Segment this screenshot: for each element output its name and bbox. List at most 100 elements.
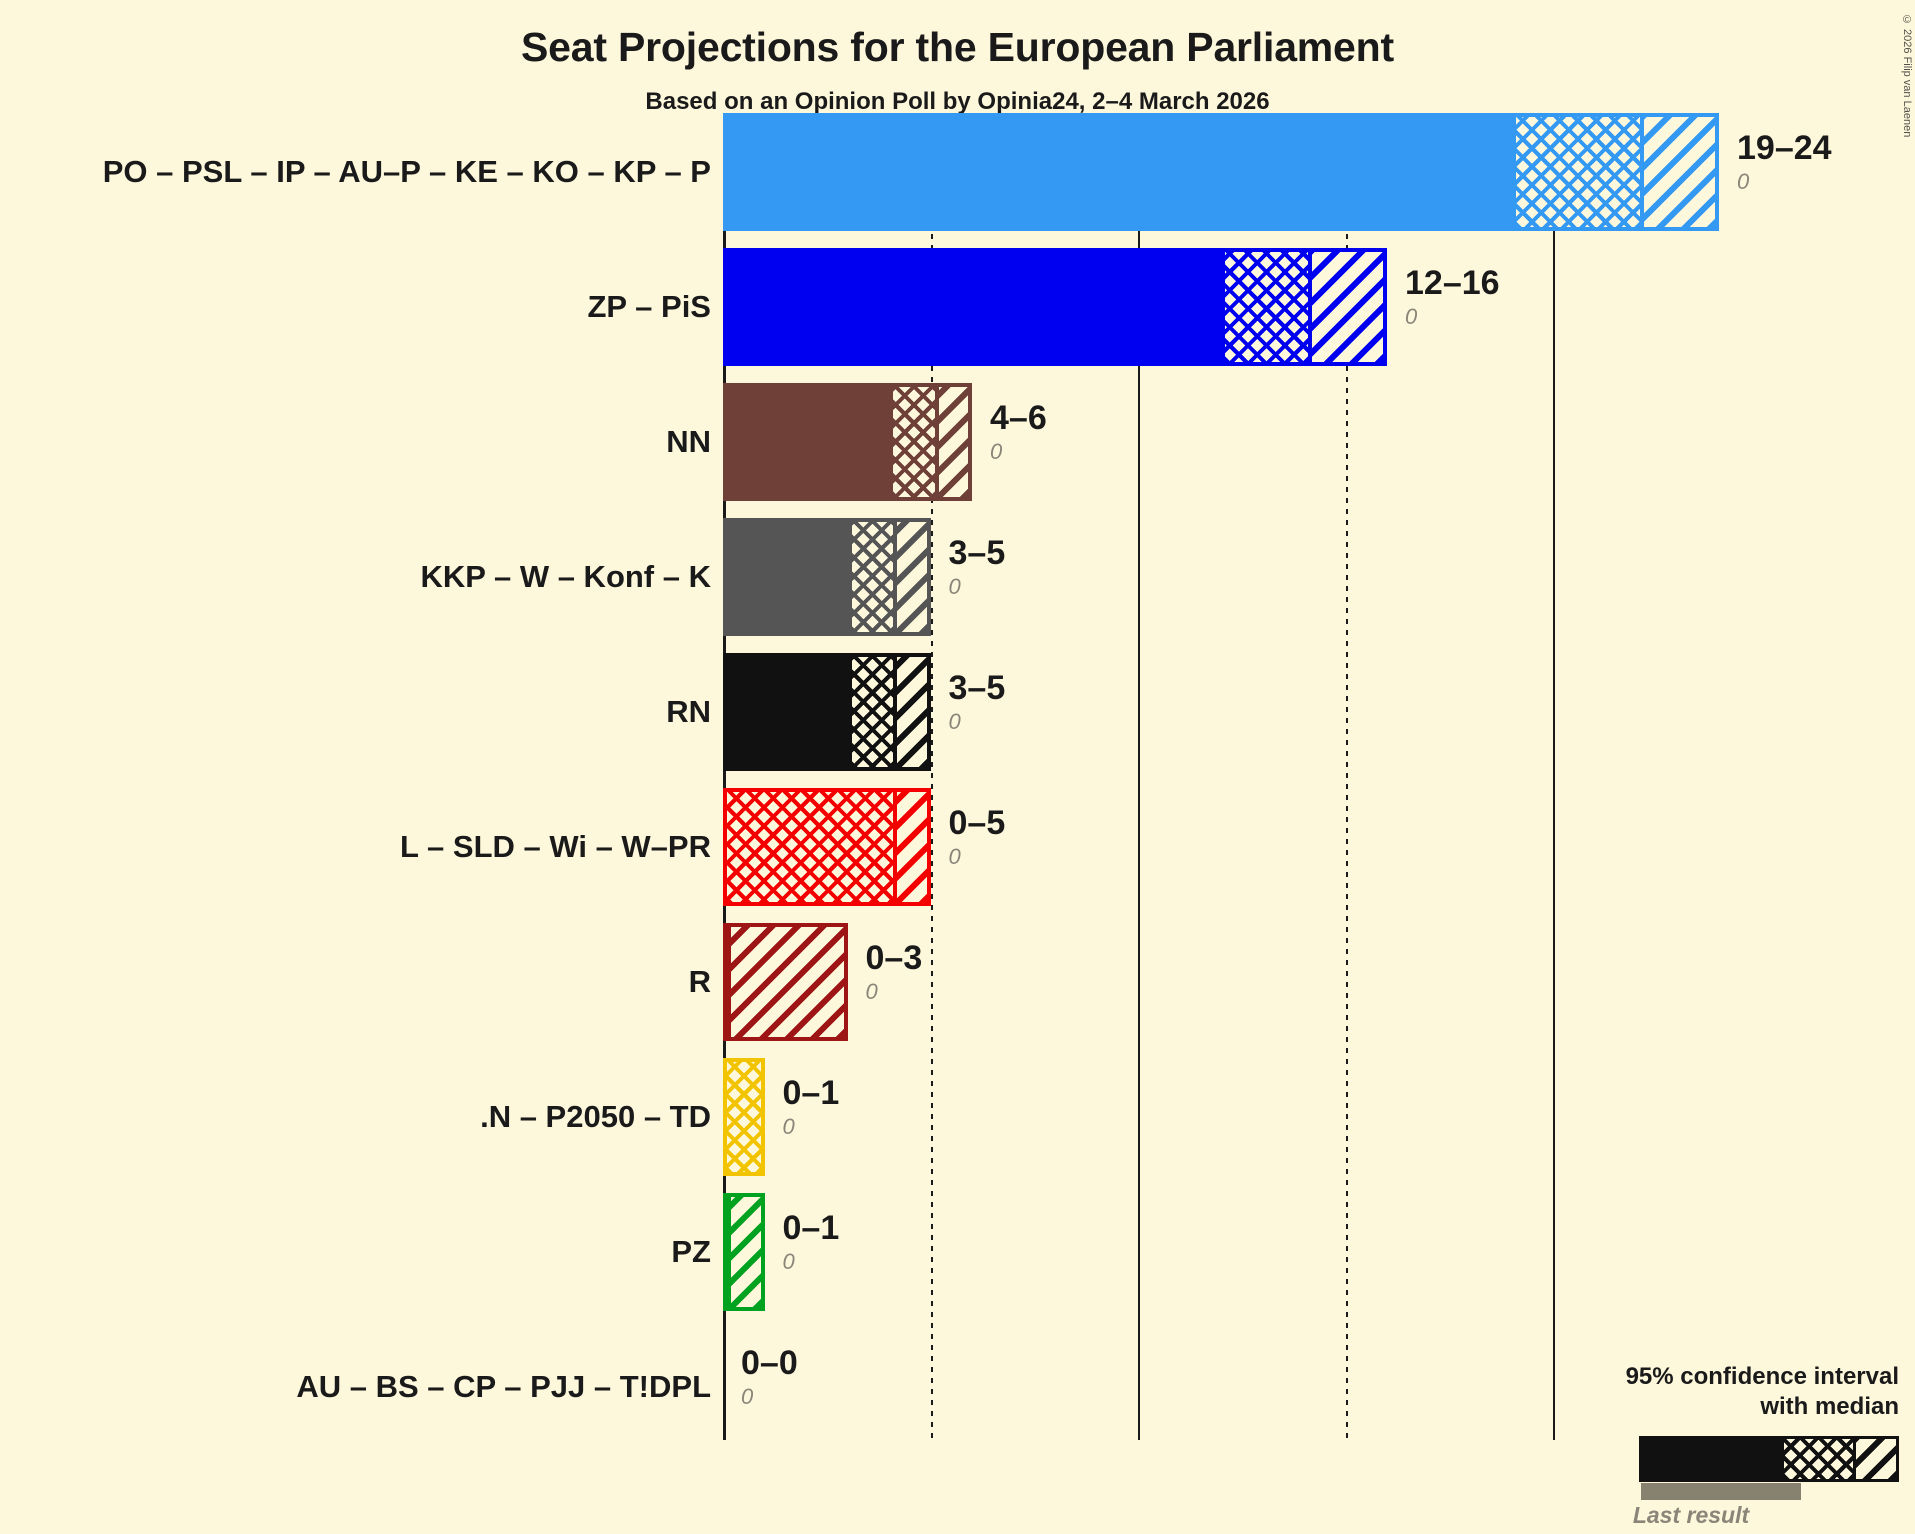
category-label: .N – P2050 – TD: [480, 1099, 711, 1134]
bar-segment-crosshatch: [1515, 117, 1640, 227]
bar-segment-hatch: [893, 792, 927, 902]
bar-segment-crosshatch: [1225, 252, 1308, 362]
seat-range-label: 0–1 0: [783, 1076, 840, 1138]
seat-range-text: 0–5: [948, 804, 1006, 842]
legend-segment-solid: [1642, 1439, 1785, 1479]
seat-range-text: 0–1: [782, 1209, 840, 1247]
legend-segment-crosshatch: [1784, 1439, 1853, 1479]
bar-segment-solid: [727, 657, 852, 767]
bar-row: 12–16 0: [723, 248, 1915, 366]
bar-row: 0–1 0: [723, 1058, 1915, 1176]
last-result-value: 0: [782, 1249, 795, 1274]
gridline-5: [930, 113, 933, 1440]
confidence-interval-bar: [723, 518, 931, 636]
seat-range-text: 4–6: [990, 399, 1047, 437]
seat-range-label: 4–6 0: [990, 401, 1047, 463]
last-result-value: 0: [782, 1114, 795, 1139]
legend-title: 95% confidence interval with median: [1579, 1362, 1899, 1422]
confidence-interval-bar: [723, 1058, 765, 1176]
bar-segment-hatch: [727, 927, 844, 1037]
last-result-value: 0: [1737, 169, 1750, 194]
legend-sample-wrap: Last result: [1579, 1436, 1899, 1528]
seat-range-label: 3–5 0: [949, 671, 1006, 733]
category-label: KKP – W – Konf – K: [420, 559, 711, 594]
confidence-interval-bar: [723, 113, 1719, 231]
legend-title-line1: 95% confidence interval: [1625, 1363, 1899, 1390]
bar-row: 19–24 0: [723, 113, 1915, 231]
bar-segment-solid: [727, 117, 1516, 227]
bar-row: 0–5 0: [723, 788, 1915, 906]
bar-segment-solid: [727, 387, 893, 497]
legend-last-result-bar: [1641, 1483, 1801, 1500]
chart-title: Seat Projections for the European Parlia…: [521, 24, 1394, 70]
legend-sample-bar: [1639, 1436, 1899, 1482]
confidence-interval-bar: [723, 1193, 765, 1311]
seat-range-label: 3–5 0: [949, 536, 1006, 598]
last-result-value: 0: [948, 709, 961, 734]
seat-range-text: 3–5: [948, 534, 1006, 572]
bar-segment-solid: [727, 522, 852, 632]
category-label: AU – BS – CP – PJJ – T!DPL: [296, 1369, 711, 1404]
seat-range-text: 3–5: [948, 669, 1006, 707]
last-result-value: 0: [948, 844, 961, 869]
last-result-value: 0: [948, 574, 961, 599]
bar-segment-crosshatch: [727, 792, 893, 902]
bar-row: 3–5 0: [723, 518, 1915, 636]
y-axis-line: [723, 113, 726, 1440]
last-result-value: 0: [990, 439, 1003, 464]
gridline-15: [1345, 113, 1348, 1440]
confidence-interval-bar: [723, 248, 1387, 366]
last-result-value: 0: [1405, 304, 1418, 329]
confidence-interval-bar: [723, 788, 931, 906]
last-result-value: 0: [741, 1384, 754, 1409]
plot-area: 19–24 0 12–16 0 4–6 0 3–5 0 3–5 0 0–5 0 0–3 0 0–1 0 0–1 0…: [723, 113, 1915, 1473]
seat-range-text: 0–3: [865, 939, 923, 977]
bar-segment-hatch: [934, 387, 968, 497]
seat-range-text: 0–0: [741, 1344, 798, 1382]
bar-segment-hatch: [1640, 117, 1715, 227]
bar-row: 0–1 0: [723, 1193, 1915, 1311]
confidence-interval-bar: [723, 653, 931, 771]
bar-row: 3–5 0: [723, 653, 1915, 771]
bar-segment-solid: [727, 252, 1225, 362]
category-label: L – SLD – Wi – W–PR: [400, 829, 711, 864]
bar-segment-crosshatch: [727, 1062, 761, 1172]
bar-segment-hatch: [1308, 252, 1383, 362]
category-label: PO – PSL – IP – AU–P – KE – KO – KP – P: [102, 154, 711, 189]
bar-row: 0–0 0: [723, 1328, 1915, 1446]
bar-segment-crosshatch: [851, 522, 893, 632]
seat-range-label: 19–24 0: [1737, 131, 1832, 193]
bar-segment-crosshatch: [893, 387, 935, 497]
seat-range-text: 19–24: [1737, 129, 1832, 167]
category-label: ZP – PiS: [587, 289, 712, 324]
gridline-20: [1553, 113, 1555, 1440]
gridline-10: [1138, 113, 1140, 1440]
category-label: RN: [666, 694, 711, 729]
seat-range-label: 0–5 0: [949, 806, 1006, 868]
confidence-interval-bar: [723, 923, 848, 1041]
seat-range-label: 12–16 0: [1405, 266, 1500, 328]
bar-segment-crosshatch: [851, 657, 893, 767]
seat-range-text: 12–16: [1405, 264, 1500, 302]
seat-range-text: 0–1: [782, 1074, 840, 1112]
chart-legend: 95% confidence interval with median Last…: [1579, 1362, 1899, 1528]
legend-last-result-label: Last result: [1632, 1502, 1750, 1528]
last-result-value: 0: [865, 979, 878, 1004]
confidence-interval-bar: [723, 383, 972, 501]
category-label: R: [688, 964, 711, 999]
legend-title-line2: with median: [1760, 1393, 1899, 1420]
category-label: PZ: [671, 1234, 711, 1269]
bar-row: 0–3 0: [723, 923, 1915, 1041]
bar-segment-hatch: [893, 657, 927, 767]
bar-row: 4–6 0: [723, 383, 1915, 501]
copyright-notice: © 2026 Filip van Laenen: [1901, 14, 1913, 138]
seat-range-label: 0–3 0: [866, 941, 923, 1003]
bar-segment-hatch: [727, 1197, 761, 1307]
seat-range-label: 0–0 0: [741, 1346, 798, 1408]
category-label: NN: [666, 424, 711, 459]
bar-segment-hatch: [893, 522, 927, 632]
seat-range-label: 0–1 0: [783, 1211, 840, 1273]
legend-segment-hatch: [1852, 1439, 1896, 1479]
chart-subtitle: Based on an Opinion Poll by Opinia24, 2–…: [645, 88, 1270, 115]
